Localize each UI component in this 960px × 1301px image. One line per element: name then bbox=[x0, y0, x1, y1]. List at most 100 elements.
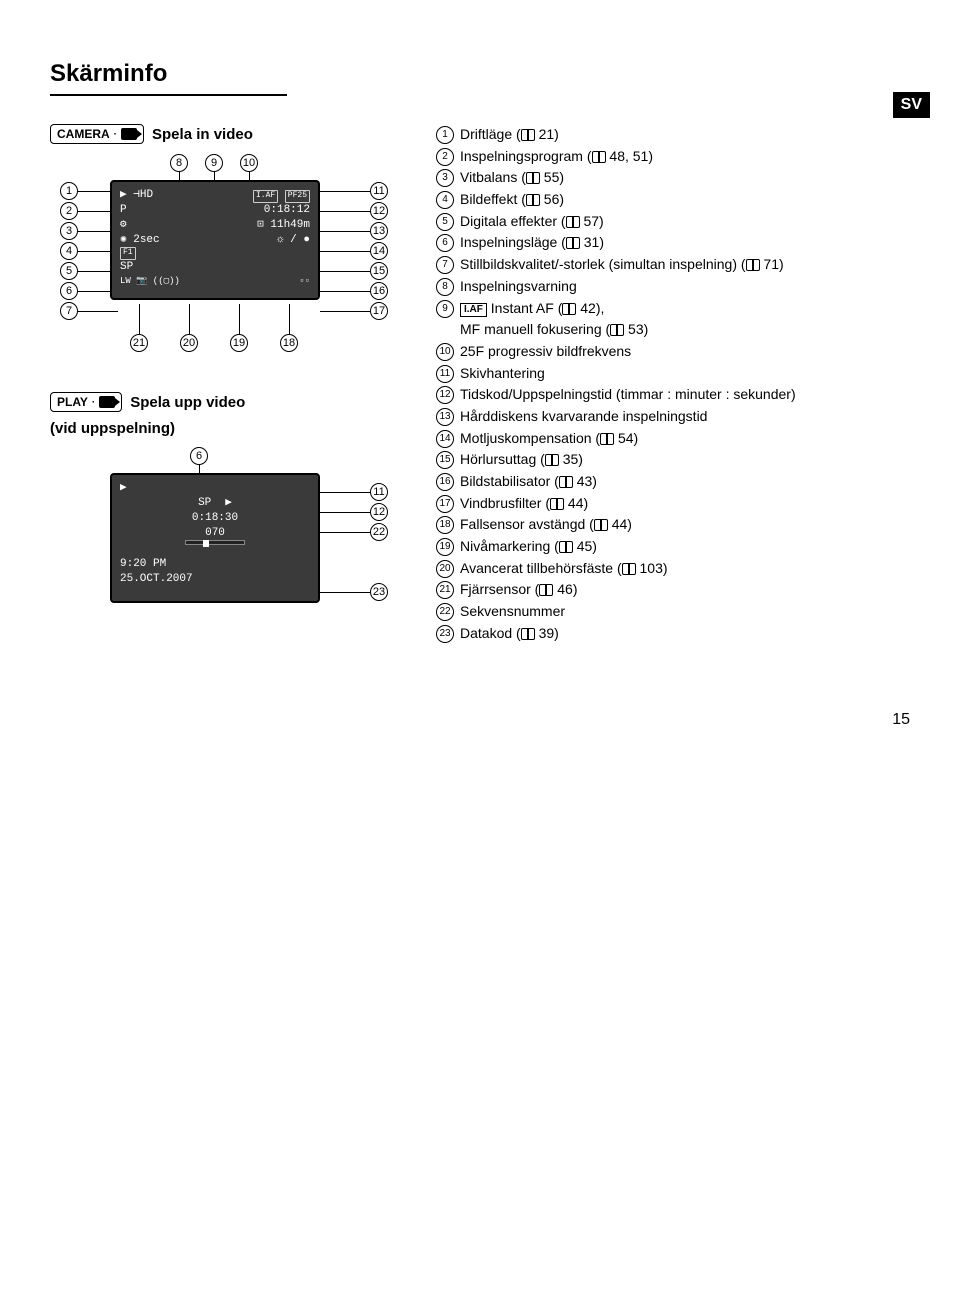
callout-11: 11 bbox=[370, 182, 388, 200]
mode-play-label: PLAY bbox=[57, 395, 88, 409]
lcd2-seq: 070 bbox=[205, 526, 225, 541]
dot-icon: · bbox=[114, 129, 117, 140]
lcd1-bottom-right: ▫▫ bbox=[299, 275, 310, 287]
lcd2-time: 9:20 PM bbox=[120, 557, 166, 572]
reference-item-14: 14Motljuskompensation ( 54) bbox=[436, 428, 910, 450]
book-icon bbox=[526, 194, 540, 205]
callout-18: 18 bbox=[280, 334, 298, 352]
mode-camera-caption: Spela in video bbox=[152, 126, 253, 143]
reference-item-4: 4Bildeffekt ( 56) bbox=[436, 189, 910, 211]
reference-text: Driftläge ( 21) bbox=[460, 124, 910, 146]
reference-num: 5 bbox=[436, 213, 454, 231]
book-icon bbox=[521, 129, 535, 140]
reference-text: Hårddiskens kvarvarande inspelningstid bbox=[460, 406, 910, 428]
reference-num: 8 bbox=[436, 278, 454, 296]
callout-8: 8 bbox=[170, 154, 188, 172]
callout-1: 1 bbox=[60, 182, 78, 200]
lcd1-iaf: I.AF bbox=[253, 190, 278, 203]
callout-22: 22 bbox=[370, 523, 388, 541]
lcd1-sp: SP bbox=[120, 260, 133, 275]
mode-play-subcaption: (vid uppspelning) bbox=[50, 420, 410, 437]
reference-num: 20 bbox=[436, 560, 454, 578]
reference-item-6: 6Inspelningsläge ( 31) bbox=[436, 232, 910, 254]
reference-item-2: 2 Inspelningsprogram ( 48, 51) bbox=[436, 146, 910, 168]
reference-item-16: 16Bildstabilisator ( 43) bbox=[436, 471, 910, 493]
reference-text: Nivåmarkering ( 45) bbox=[460, 536, 910, 558]
reference-num: 23 bbox=[436, 625, 454, 643]
lcd1-bottom-left: LW 📷 ((▢)) bbox=[120, 275, 180, 287]
book-icon bbox=[566, 237, 580, 248]
reference-num: 1 bbox=[436, 126, 454, 144]
reference-item-10: 1025F progressiv bildfrekvens bbox=[436, 341, 910, 363]
reference-item-13: 13Hårddiskens kvarvarande inspelningstid bbox=[436, 406, 910, 428]
lcd1-r1-left: ▶ ⊣HD bbox=[120, 188, 153, 203]
callout-16: 16 bbox=[370, 282, 388, 300]
book-icon bbox=[610, 324, 624, 335]
reference-text: Vitbalans ( 55) bbox=[460, 167, 910, 189]
lcd2-play-icon: ▶ bbox=[225, 496, 232, 511]
reference-text: I.AF Instant AF ( 42),MF manuell fokuser… bbox=[460, 298, 910, 341]
reference-item-17: 17Vindbrusfilter ( 44) bbox=[436, 493, 910, 515]
reference-item-12: 12Tidskod/Uppspelningstid (timmar : minu… bbox=[436, 384, 910, 406]
reference-text: Avancerat tillbehörsfäste ( 103) bbox=[460, 558, 910, 580]
reference-item-5: 5 Digitala effekter ( 57) bbox=[436, 211, 910, 233]
book-icon bbox=[562, 303, 576, 314]
page-title: Skärminfo bbox=[50, 60, 287, 96]
callout-6: 6 bbox=[60, 282, 78, 300]
callout-12b: 12 bbox=[370, 503, 388, 521]
reference-num: 14 bbox=[436, 430, 454, 448]
page-number: 15 bbox=[50, 711, 910, 729]
reference-item-7: 7Stillbildskvalitet/-storlek (simultan i… bbox=[436, 254, 910, 276]
camera-icon bbox=[99, 396, 115, 408]
reference-text: Vindbrusfilter ( 44) bbox=[460, 493, 910, 515]
reference-text: Digitala effekter ( 57) bbox=[460, 211, 910, 233]
book-icon bbox=[592, 151, 606, 162]
callout-3: 3 bbox=[60, 222, 78, 240]
callout-23: 23 bbox=[370, 583, 388, 601]
reference-num: 2 bbox=[436, 148, 454, 166]
lcd1-r4-left: ✺ 2sec bbox=[120, 233, 160, 248]
callout-5: 5 bbox=[60, 262, 78, 280]
sv-badge: SV bbox=[893, 92, 930, 118]
right-column: SV 1Driftläge ( 21)2Inspelningsprogram (… bbox=[436, 124, 910, 675]
progress-bar-icon bbox=[185, 540, 245, 545]
book-icon bbox=[594, 519, 608, 530]
callout-12: 12 bbox=[370, 202, 388, 220]
reference-text: Inspelningsprogram ( 48, 51) bbox=[460, 146, 910, 168]
callout-11b: 11 bbox=[370, 483, 388, 501]
reference-text: Hörlursuttag ( 35) bbox=[460, 449, 910, 471]
callout-2: 2 bbox=[60, 202, 78, 220]
reference-item-11: 11Skivhantering bbox=[436, 363, 910, 385]
reference-text: Stillbildskvalitet/-storlek (simultan in… bbox=[460, 254, 910, 276]
reference-num: 6 bbox=[436, 234, 454, 252]
reference-num: 9 bbox=[436, 300, 454, 318]
reference-num: 21 bbox=[436, 581, 454, 599]
reference-item-9: 9 I.AF Instant AF ( 42),MF manuell fokuse… bbox=[436, 298, 910, 341]
play-lcd-diagram: 6 11 12 22 23 ▶ SP ▶ 0:18:30 070 9:20 PM bbox=[50, 447, 410, 647]
reference-num: 18 bbox=[436, 516, 454, 534]
lcd2-r1: ▶ bbox=[120, 481, 127, 496]
book-icon bbox=[526, 172, 540, 183]
book-icon bbox=[622, 563, 636, 574]
book-icon bbox=[559, 476, 573, 487]
lcd1-f1: F1 bbox=[120, 247, 136, 260]
book-icon bbox=[545, 454, 559, 465]
lcd2-timecode: 0:18:30 bbox=[192, 511, 238, 526]
reference-text: Bildstabilisator ( 43) bbox=[460, 471, 910, 493]
lcd1-r2-left: P bbox=[120, 203, 127, 218]
reference-text: Bildeffekt ( 56) bbox=[460, 189, 910, 211]
callout-7: 7 bbox=[60, 302, 78, 320]
camera-lcd: ▶ ⊣HD I.AF PF25 P0:18:12 ⚙⊡ 11h49m ✺ 2se… bbox=[110, 180, 320, 300]
book-icon bbox=[566, 216, 580, 227]
reference-item-23: 23Datakod ( 39) bbox=[436, 623, 910, 645]
reference-text: Skivhantering bbox=[460, 363, 910, 385]
callout-17: 17 bbox=[370, 302, 388, 320]
iaf-badge: I.AF bbox=[460, 303, 487, 317]
reference-item-3: 3Vitbalans ( 55) bbox=[436, 167, 910, 189]
reference-num: 15 bbox=[436, 451, 454, 469]
reference-num: 19 bbox=[436, 538, 454, 556]
reference-num: 22 bbox=[436, 603, 454, 621]
callout-21: 21 bbox=[130, 334, 148, 352]
mode-play-badge: PLAY · bbox=[50, 392, 122, 412]
lcd1-r3-right: ⊡ 11h49m bbox=[257, 218, 310, 233]
